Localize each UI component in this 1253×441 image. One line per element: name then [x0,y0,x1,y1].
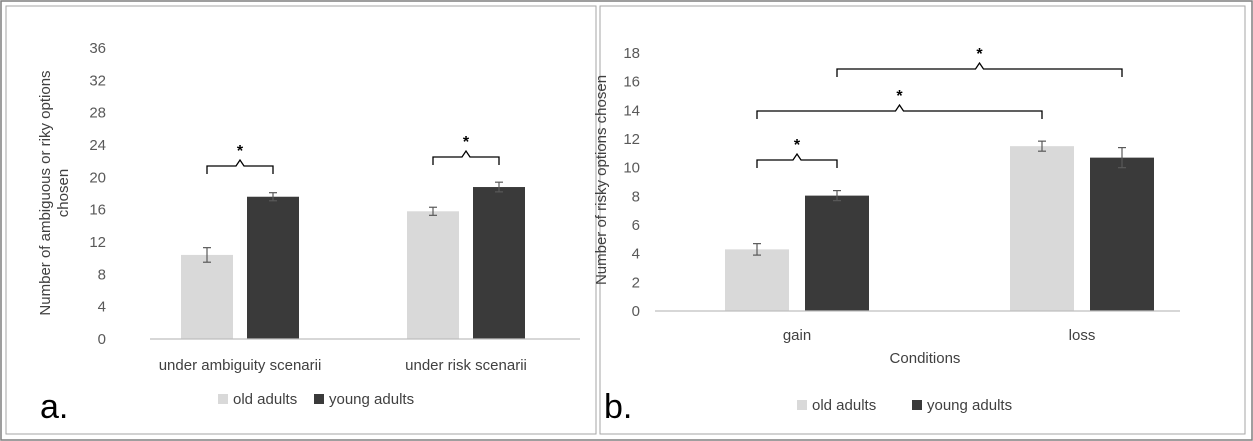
bracket-line [836,61,1123,77]
bars [181,187,525,339]
error-bar [1118,147,1126,169]
y-tick-label: 12 [89,234,106,251]
bar [181,254,233,339]
chart-panel-b: 0 2 4 6 8 10 12 14 16 18 gain loss * * * Number of r… [593,45,1180,426]
bar [1010,146,1074,311]
y-tick-label: 20 [89,169,106,186]
panel-b-border [599,5,1246,435]
y-tick-label: 12 [623,131,640,148]
significance-brackets: ** [206,134,500,174]
error-bar [269,192,277,202]
significance-bracket: * [756,88,1043,119]
y-axis-label: Number of ambiguous or riky optionschose… [37,70,72,315]
y-tick-label: 10 [623,160,640,177]
error-bar [495,181,503,193]
significance-brackets: * * * [756,46,1123,168]
bracket-line [756,152,838,168]
y-tick-label: 32 [89,72,106,89]
y-axis-label: Number of risky options chosen [593,75,610,285]
y-tick-label: 14 [623,102,640,119]
y-tick-label: 24 [89,137,106,154]
legend-swatch [314,394,324,404]
y-tick-label: 6 [632,217,640,234]
legend-label: old adults [812,397,876,414]
error-bar [833,190,841,202]
y-tick-label: 2 [632,274,640,291]
y-tick-label: 16 [89,202,106,219]
error-bar [429,206,437,216]
chart-panel-a: 0 4 8 12 16 20 24 28 32 36 under ambiguity scenar… [37,40,580,426]
y-axis-label-line: chosen [55,169,72,217]
error-bar [1038,140,1046,152]
y-tick-label: 4 [98,299,106,316]
x-axis-label: Conditions [890,350,961,367]
significance-bracket: * [836,46,1123,77]
significance-bracket: * [432,134,500,165]
legend-item: young adults [912,397,1012,414]
error-bar [203,247,211,263]
y-tick-label: 4 [632,246,640,263]
legend-swatch [218,394,228,404]
y-tick-label: 8 [98,266,106,283]
category-label: under risk scenarii [405,357,527,374]
legend-swatch [912,400,922,410]
bar [407,211,459,339]
error-bar [753,243,761,256]
y-tick-label: 0 [98,331,106,348]
significance-marker: * [463,134,470,151]
significance-bracket: * [206,143,274,174]
bar [1090,157,1154,311]
y-tick-label: 36 [89,40,106,57]
y-tick-labels: 0 4 8 12 16 20 24 28 32 36 [89,40,106,348]
category-labels: gain loss [783,327,1096,344]
bar [805,195,869,311]
bar [725,249,789,311]
legend: old adults young adults [218,391,414,408]
y-tick-labels: 0 2 4 6 8 10 12 14 16 18 [623,45,640,320]
y-tick-label: 18 [623,45,640,62]
legend-label: young adults [329,391,414,408]
y-tick-label: 8 [632,188,640,205]
significance-marker: * [976,46,983,63]
y-tick-label: 28 [89,105,106,122]
significance-marker: * [794,137,801,154]
significance-bracket: * [756,137,838,168]
legend-swatch [797,400,807,410]
legend: old adults young adults [797,397,1012,414]
category-labels: under ambiguity scenarii under risk scena… [159,357,527,374]
bar [473,187,525,339]
panel-a-border [5,5,597,435]
legend-label: young adults [927,397,1012,414]
category-label: gain [783,327,811,344]
legend-item: old adults [218,391,297,408]
error-bars [753,140,1126,256]
legend-item: old adults [797,397,876,414]
category-label: under ambiguity scenarii [159,357,322,374]
y-tick-label: 16 [623,74,640,91]
significance-marker: * [896,88,903,105]
panel-label: a. [40,388,68,426]
y-axis-label-line: Number of ambiguous or riky options [37,70,54,315]
legend-label: old adults [233,391,297,408]
legend-item: young adults [314,391,414,408]
y-tick-label: 0 [632,303,640,320]
bar [247,196,299,339]
bracket-line [756,103,1043,119]
bracket-line [432,149,500,165]
bars [725,146,1154,311]
significance-marker: * [237,143,244,160]
category-label: loss [1069,327,1096,344]
panel-label: b. [604,388,632,426]
bracket-line [206,158,274,174]
error-bars [203,181,503,263]
